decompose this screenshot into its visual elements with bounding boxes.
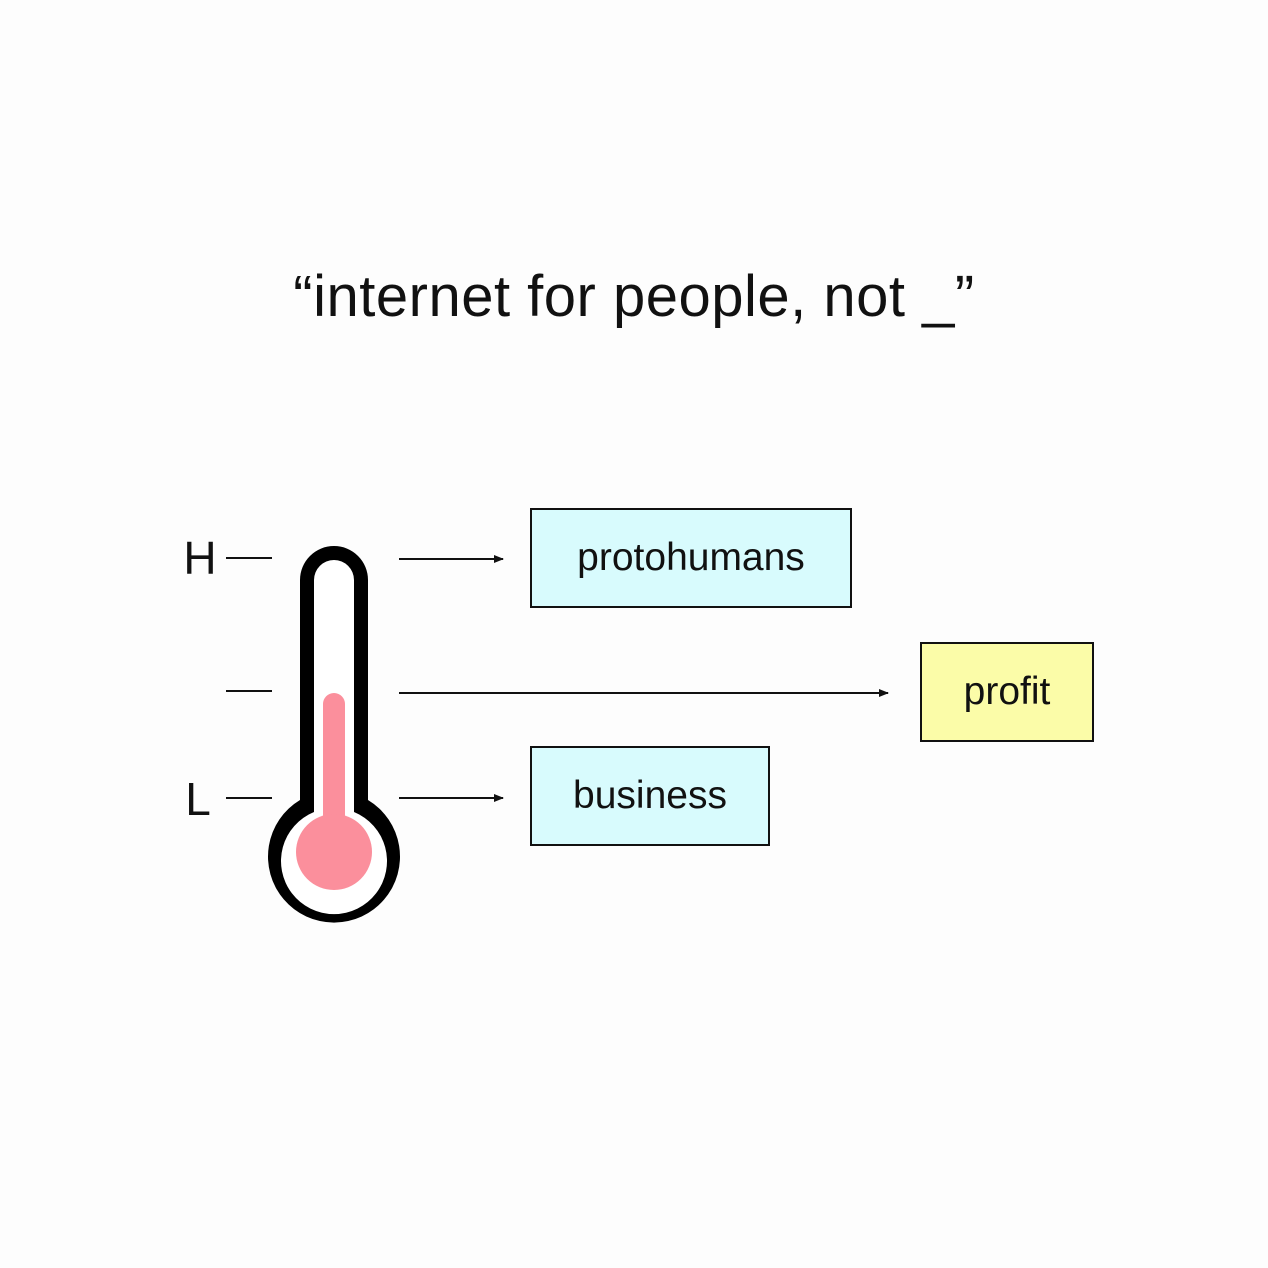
thermometer-bulb — [296, 814, 372, 890]
scale-tick-low — [226, 797, 272, 799]
box-business: business — [530, 746, 770, 846]
scale-high-label: H — [183, 532, 217, 584]
scale-low-label: L — [185, 773, 211, 825]
box-protohumans: protohumans — [530, 508, 852, 608]
thermometer-icon — [268, 546, 400, 923]
box-profit: profit — [920, 642, 1094, 742]
box-protohumans-label: protohumans — [577, 536, 805, 579]
box-business-label: business — [573, 774, 727, 817]
thermometer-fluid-column — [323, 693, 345, 853]
box-profit-label: profit — [963, 670, 1051, 713]
scale-tick-high — [226, 557, 272, 559]
scale-tick-mid — [226, 690, 272, 692]
diagram-title: “internet for people, not _” — [293, 264, 975, 329]
